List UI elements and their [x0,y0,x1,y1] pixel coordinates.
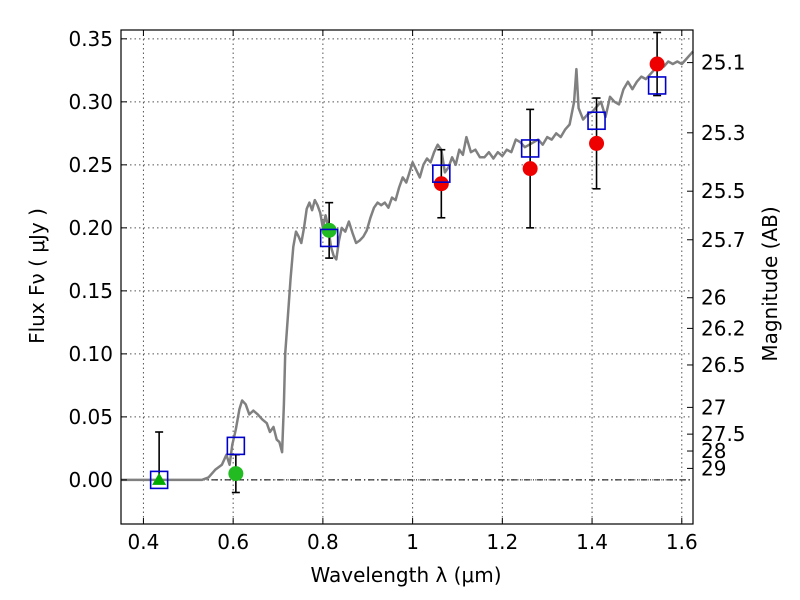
model-photometry-box [149,470,169,490]
observed-point [522,161,538,177]
y-tick-label: 0.15 [68,279,113,303]
observed-point [589,135,605,151]
y-axis-label: Flux Fν ( μJy ) [25,208,49,344]
x-tick-label: 1 [406,530,419,554]
observed-point [321,222,337,238]
observed-upper-limit-point [152,472,167,485]
magnitude-tick-label: 27 [701,395,726,419]
x-tick-label: 1.2 [486,530,518,554]
x-axis-label: Wavelength λ (μm) [310,563,501,587]
y-tick-label: 0.30 [68,90,113,114]
observed-point [649,56,665,72]
magnitude-tick-label: 26 [701,286,726,310]
y-tick-label: 0.25 [68,153,113,177]
magnitude-tick-label: 26.5 [701,353,746,377]
magnitude-tick-label: 28 [701,439,726,463]
magnitude-tick-label: 27.5 [701,422,746,446]
model-photometry-box [587,111,606,131]
observed-points [152,56,665,485]
x-tick-label: 0.6 [217,530,249,554]
model-photometry-box [319,228,339,248]
model-photometry [149,76,667,490]
magnitude-tick-label: 25.3 [701,121,746,145]
model-photometry-box [647,76,667,95]
magnitude-tick-label: 25.5 [701,179,746,203]
y-tick-label: 0.10 [68,342,113,366]
plot-frame [120,29,694,525]
y-tick-label: 0.05 [68,405,113,429]
magnitude-tick-label: 29 [701,456,726,480]
model-photometry-box [432,164,451,183]
y-tick-label: 0.00 [68,468,113,492]
y-tick-label: 0.35 [68,27,113,51]
spectrum-line [121,50,694,482]
observed-point [433,176,449,192]
magnitude-tick-label: 25.7 [701,228,746,252]
y-tick-label: 0.20 [68,216,113,240]
x-axis-ticks: 0.4 0.6 0.8 1 1.2 1.4 1.6 [128,30,698,554]
model-spectrum [121,50,694,482]
model-photometry-box [226,436,246,456]
y-axis-ticks: 0.00 0.05 0.10 0.15 0.20 0.25 0.30 0.35 [68,27,127,492]
observed-point [228,466,244,482]
right-y-axis-label: Magnitude (AB) [758,206,782,361]
magnitude-tick-label: 25.1 [701,51,746,75]
x-tick-label: 0.4 [128,530,160,554]
magnitude-tick-label: 26.2 [701,316,746,340]
x-tick-label: 1.6 [666,530,698,554]
x-tick-label: 1.4 [576,530,608,554]
x-tick-label: 0.8 [307,530,339,554]
model-photometry-box [520,139,540,158]
